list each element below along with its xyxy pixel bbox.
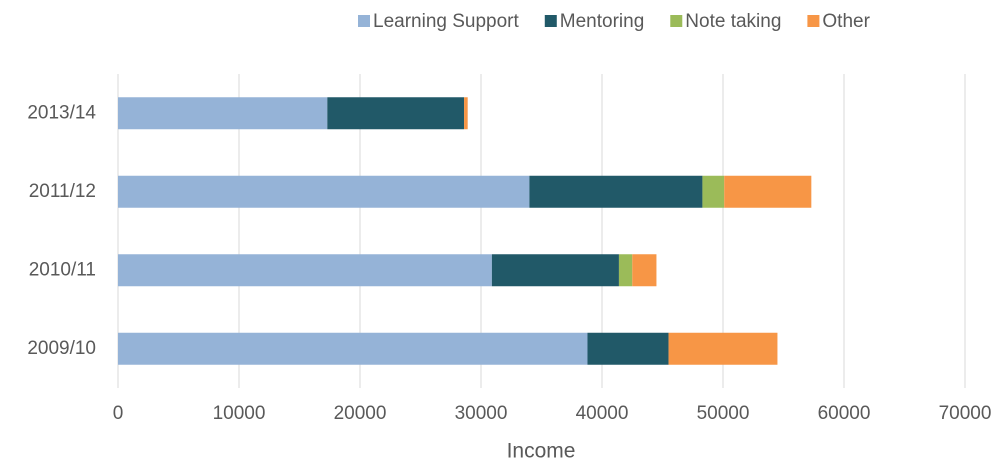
x-tick-label: 30000 <box>455 403 508 424</box>
x-tick-label: 10000 <box>213 403 266 424</box>
legend-label: Learning Support <box>373 11 519 32</box>
y-tick-label: 2010/11 <box>29 259 96 280</box>
bar-segment <box>118 254 492 287</box>
legend-swatch <box>544 15 557 27</box>
bar-segment <box>327 97 465 130</box>
x-tick-label: 70000 <box>939 403 992 424</box>
bar-segment <box>491 254 619 287</box>
bar-segment <box>118 97 328 130</box>
bar-segment <box>118 175 530 208</box>
legend-swatch <box>670 15 683 27</box>
legend-swatch <box>807 15 820 27</box>
bar-segment <box>618 254 633 287</box>
x-tick-label: 60000 <box>818 403 871 424</box>
x-tick-label: 50000 <box>697 403 750 424</box>
bar-segment <box>668 332 778 365</box>
legend-label: Mentoring <box>560 11 645 32</box>
legend-label: Note taking <box>685 11 781 32</box>
bar-segment <box>702 175 725 208</box>
y-tick-label: 2009/10 <box>27 338 96 359</box>
y-tick-label: 2013/14 <box>27 102 96 123</box>
x-tick-label: 0 <box>113 403 124 424</box>
legend-swatch <box>358 15 370 27</box>
x-tick-label: 40000 <box>576 403 629 424</box>
bar-segment <box>118 332 588 365</box>
x-axis-title: Income <box>507 440 576 463</box>
x-tick-label: 20000 <box>334 403 387 424</box>
legend-label: Other <box>822 11 870 32</box>
bar-segment <box>464 97 468 130</box>
bar-segment <box>587 332 669 365</box>
bar-segment <box>724 175 812 208</box>
y-tick-label: 2011/12 <box>29 181 96 202</box>
bar-segment <box>632 254 657 287</box>
bar-segment <box>529 175 703 208</box>
